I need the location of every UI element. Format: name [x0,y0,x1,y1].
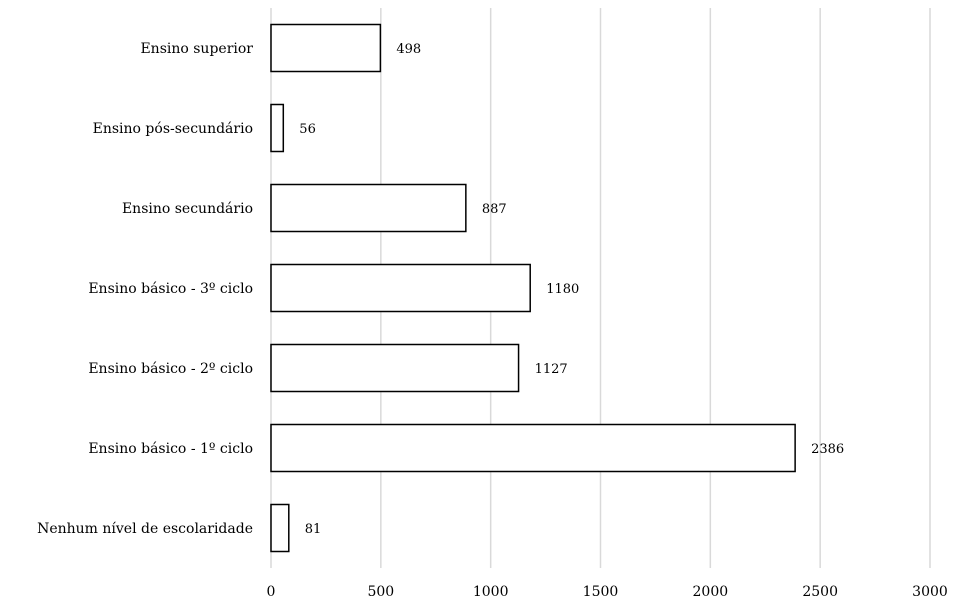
bar-2 [270,183,467,233]
bar-3 [270,263,531,313]
bar-4 [270,343,520,393]
data-label-2: 887 [482,202,507,217]
bar-0 [270,23,382,73]
data-label-0: 498 [396,42,421,57]
data-label-5: 2386 [811,442,844,457]
category-labels: Ensino superior Ensino pós-secundário Ensi… [37,41,253,537]
category-label-0: Ensino superior [140,41,253,57]
x-tick-label-2500: 2500 [802,584,838,600]
category-label-2: Ensino secundário [122,201,253,217]
x-axis-tick-labels: 0 500 1000 1500 2000 2500 3000 [267,584,948,600]
category-label-4: Ensino básico - 2º ciclo [88,361,253,377]
data-labels: 498 56 887 1180 1127 2386 81 [299,42,844,537]
grid-lines [270,8,931,568]
category-label-5: Ensino básico - 1º ciclo [88,441,253,457]
x-tick-label-0: 0 [267,584,276,600]
bar-1 [270,103,285,153]
x-tick-label-1000: 1000 [473,584,509,600]
category-label-6: Nenhum nível de escolaridade [37,521,253,537]
data-label-4: 1127 [535,362,568,377]
bar-5 [270,423,796,473]
data-label-3: 1180 [546,282,579,297]
bar-6 [270,503,290,553]
data-label-1: 56 [299,122,316,137]
category-label-3: Ensino básico - 3º ciclo [88,281,253,297]
x-tick-label-500: 500 [367,584,394,600]
data-label-6: 81 [305,522,322,537]
category-label-1: Ensino pós-secundário [93,121,253,137]
x-tick-label-2000: 2000 [693,584,729,600]
x-tick-label-3000: 3000 [912,584,948,600]
bars [270,23,796,553]
x-tick-label-1500: 1500 [583,584,619,600]
